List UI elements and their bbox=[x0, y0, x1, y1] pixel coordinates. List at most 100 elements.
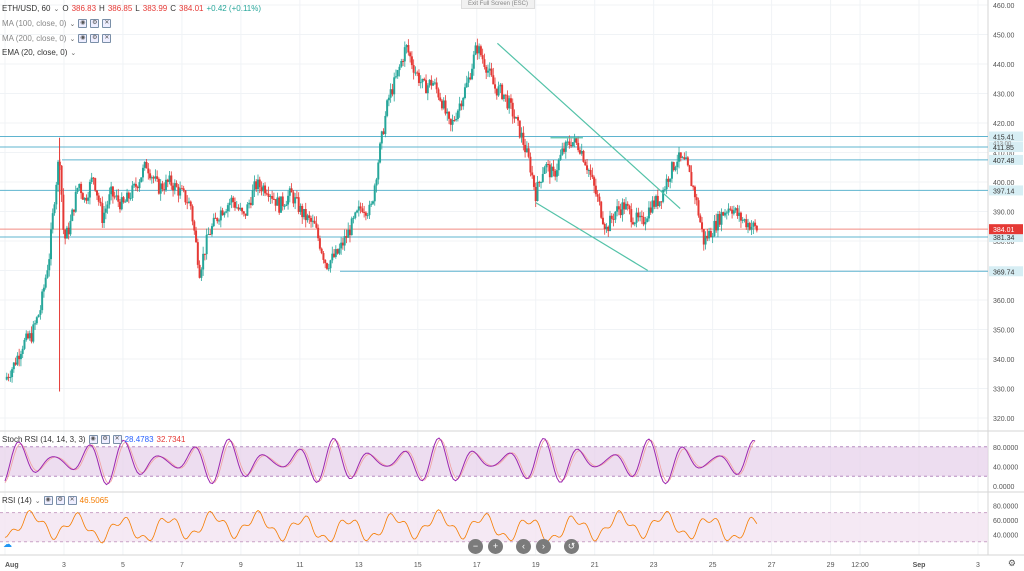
settings-icon[interactable]: ⚙ bbox=[100, 435, 110, 444]
level-label: 407.48 bbox=[993, 158, 1015, 165]
close-icon[interactable]: ✕ bbox=[112, 435, 122, 444]
candle bbox=[239, 207, 242, 210]
candle bbox=[264, 185, 267, 194]
candle bbox=[437, 89, 440, 98]
candle bbox=[373, 185, 376, 202]
candle bbox=[94, 178, 97, 191]
candle bbox=[295, 197, 298, 199]
candle bbox=[531, 172, 534, 176]
stoch-d-value: 32.7341 bbox=[156, 435, 186, 444]
candle bbox=[451, 119, 454, 125]
candle bbox=[324, 259, 327, 264]
candle bbox=[456, 110, 459, 120]
price-tick-label: 440.00 bbox=[993, 62, 1015, 69]
exit-fullscreen-tip[interactable]: Exit Full Screen (ESC) bbox=[461, 0, 536, 9]
candle bbox=[610, 215, 613, 219]
candle bbox=[465, 82, 468, 88]
chevron-down-icon[interactable]: ⌄ bbox=[69, 20, 76, 28]
time-tick-label: 9 bbox=[239, 562, 243, 569]
symbol-label[interactable]: ETH/USD, 60 bbox=[2, 4, 51, 13]
candle bbox=[244, 213, 247, 216]
candle bbox=[586, 165, 589, 171]
indicator-ema20[interactable]: EMA (20, close, 0) ⌄ bbox=[2, 48, 76, 57]
candle bbox=[653, 200, 656, 207]
candle bbox=[672, 162, 675, 171]
candle bbox=[529, 156, 532, 173]
candle bbox=[587, 169, 590, 171]
candle bbox=[341, 242, 344, 246]
candle bbox=[331, 253, 334, 261]
candle bbox=[53, 204, 56, 214]
candle bbox=[292, 192, 295, 204]
candle bbox=[149, 173, 152, 179]
settings-icon[interactable]: ⚙ bbox=[55, 496, 65, 505]
eye-icon[interactable]: ◉ bbox=[78, 19, 88, 28]
scroll-left-button[interactable]: ‹ bbox=[516, 539, 531, 554]
candle bbox=[439, 97, 442, 101]
close-value: 384.01 bbox=[179, 4, 204, 13]
level-tag bbox=[989, 131, 1023, 142]
reset-chart-button[interactable]: ↺ bbox=[564, 539, 579, 554]
chevron-down-icon[interactable]: ⌄ bbox=[69, 35, 76, 43]
close-icon[interactable]: ✕ bbox=[67, 496, 77, 505]
settings-icon[interactable]: ⚙ bbox=[90, 19, 100, 28]
candle bbox=[90, 177, 93, 183]
candle bbox=[755, 225, 758, 231]
time-tick-label: Aug bbox=[5, 562, 19, 569]
candle bbox=[41, 291, 44, 311]
eye-icon[interactable]: ◉ bbox=[43, 496, 53, 505]
candle bbox=[483, 59, 486, 67]
scroll-right-button[interactable]: › bbox=[536, 539, 551, 554]
candle bbox=[478, 46, 481, 54]
candle bbox=[582, 150, 585, 162]
candle bbox=[568, 141, 571, 146]
candle bbox=[494, 84, 497, 89]
candle bbox=[370, 203, 373, 205]
candle bbox=[237, 207, 240, 210]
candle bbox=[262, 185, 265, 192]
candle bbox=[663, 189, 666, 191]
candle bbox=[336, 249, 339, 254]
eye-icon[interactable]: ◉ bbox=[88, 435, 98, 444]
settings-icon[interactable]: ⚙ bbox=[90, 34, 100, 43]
close-icon[interactable]: ✕ bbox=[102, 19, 112, 28]
chevron-down-icon[interactable]: ⌄ bbox=[34, 497, 41, 505]
candle bbox=[228, 202, 231, 206]
candle bbox=[212, 217, 215, 227]
candle bbox=[561, 148, 564, 155]
chevron-down-icon[interactable]: ⌄ bbox=[70, 49, 77, 57]
eye-icon[interactable]: ◉ bbox=[78, 34, 88, 43]
candle bbox=[412, 65, 415, 73]
candle bbox=[695, 197, 698, 201]
tradingview-logo-icon[interactable]: ☁ bbox=[3, 539, 12, 549]
candle bbox=[421, 78, 424, 83]
candle bbox=[161, 183, 164, 190]
zoom-in-button[interactable]: + bbox=[488, 539, 503, 554]
zoom-out-button[interactable]: − bbox=[468, 539, 483, 554]
candle bbox=[676, 161, 679, 168]
candle bbox=[140, 177, 143, 183]
candle bbox=[552, 166, 555, 171]
candle bbox=[37, 314, 40, 318]
candle bbox=[409, 52, 412, 57]
time-tick-label: 13 bbox=[355, 562, 363, 569]
close-icon[interactable]: ✕ bbox=[102, 34, 112, 43]
candle bbox=[306, 215, 309, 221]
candle bbox=[184, 190, 187, 203]
candle bbox=[713, 220, 716, 237]
candle bbox=[667, 178, 670, 182]
gear-icon[interactable]: ⚙ bbox=[1007, 558, 1016, 568]
indicator-ma100[interactable]: MA (100, close, 0) ⌄ ◉ ⚙ ✕ bbox=[2, 19, 112, 28]
chevron-down-icon[interactable]: ⌄ bbox=[53, 5, 60, 13]
candle bbox=[164, 179, 167, 190]
candle bbox=[126, 192, 129, 202]
candle bbox=[545, 164, 548, 168]
candle bbox=[704, 235, 707, 245]
candle bbox=[754, 222, 757, 226]
candle bbox=[297, 197, 300, 213]
candle bbox=[322, 253, 325, 260]
indicator-ma200[interactable]: MA (200, close, 0) ⌄ ◉ ⚙ ✕ bbox=[2, 34, 112, 43]
time-tick-label: 5 bbox=[121, 562, 125, 569]
candle bbox=[85, 197, 88, 201]
